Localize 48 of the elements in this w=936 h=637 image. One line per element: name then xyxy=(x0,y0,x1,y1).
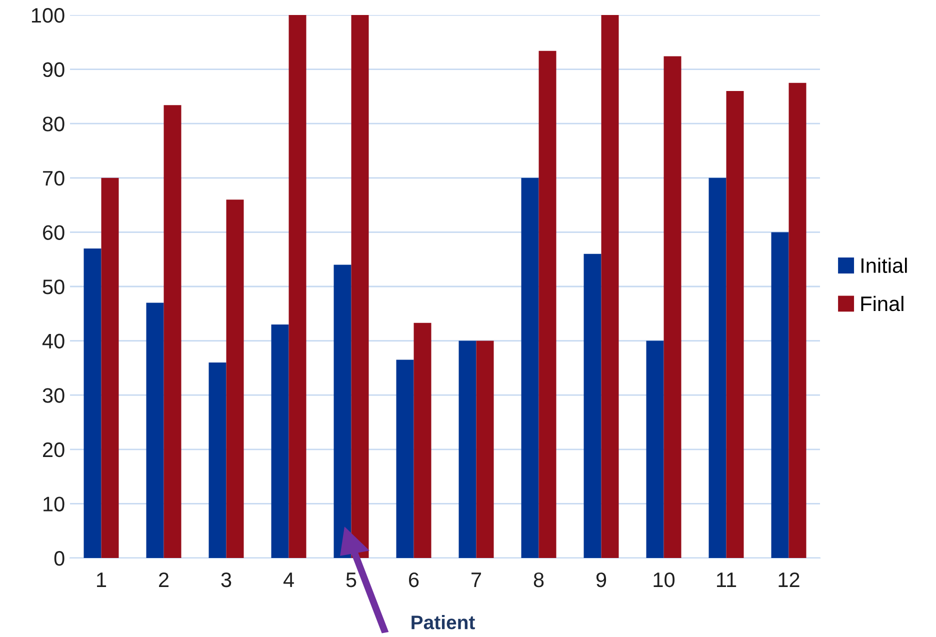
x-tick-label: 1 xyxy=(97,572,106,587)
bar xyxy=(208,362,226,558)
bar xyxy=(288,15,306,558)
y-tick-label: 20 xyxy=(43,442,64,458)
legend-label: Initial xyxy=(862,258,907,274)
bar xyxy=(664,56,682,558)
bar xyxy=(646,340,664,558)
y-tick-label: 100 xyxy=(32,8,64,23)
y-tick-label: 40 xyxy=(42,334,64,349)
bar xyxy=(538,50,556,558)
y-tick-label: 50 xyxy=(42,280,64,294)
bar xyxy=(476,340,494,558)
bar xyxy=(771,232,789,558)
legend-label: Final xyxy=(861,296,904,312)
bar xyxy=(226,200,244,558)
y-tick-label: 80 xyxy=(42,116,64,132)
y-tick-label: 90 xyxy=(42,62,64,78)
x-tick-label: 3 xyxy=(221,572,232,588)
bar xyxy=(521,178,539,558)
bar xyxy=(788,82,806,558)
x-tick-label: 11 xyxy=(717,572,736,587)
y-tick-label: 60 xyxy=(43,225,64,240)
x-tick-label: 5 xyxy=(346,572,356,588)
x-tick-label: 10 xyxy=(654,572,675,588)
y-tick-label: 10 xyxy=(44,496,64,512)
bar xyxy=(84,248,102,558)
bar xyxy=(458,340,476,558)
bar xyxy=(601,15,619,558)
x-tick-label: 8 xyxy=(534,572,544,588)
x-tick-label: 12 xyxy=(778,572,800,587)
bar xyxy=(101,178,119,558)
bar xyxy=(414,322,432,558)
x-tick-label: 9 xyxy=(596,572,606,588)
bar xyxy=(146,302,164,558)
x-tick-label: 7 xyxy=(472,572,481,587)
y-tick-label: 70 xyxy=(43,170,64,186)
bar xyxy=(396,360,414,558)
bar xyxy=(164,105,182,558)
bar xyxy=(271,324,289,558)
x-tick-label: 6 xyxy=(409,572,419,588)
bar xyxy=(584,254,602,558)
bar xyxy=(708,178,726,558)
bar xyxy=(726,91,744,558)
x-tick-label: 4 xyxy=(283,572,294,587)
y-tick-label: 30 xyxy=(42,388,64,403)
y-tick-label: 0 xyxy=(54,551,64,566)
x-tick-label: 2 xyxy=(159,572,168,587)
x-axis-title: Patient xyxy=(412,615,475,630)
